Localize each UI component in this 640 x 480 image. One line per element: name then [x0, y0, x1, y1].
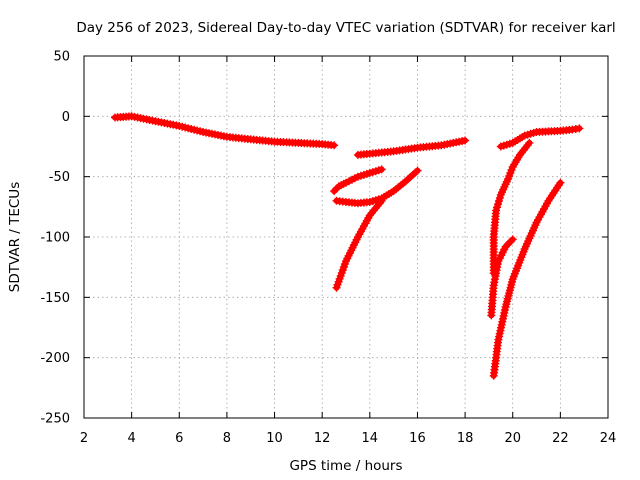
series-layer	[111, 112, 584, 380]
y-tick-label: -200	[40, 351, 70, 366]
series-track-4	[332, 196, 386, 292]
series-track-7	[487, 235, 517, 320]
x-tick-label: 6	[175, 431, 183, 446]
data-point-marker	[556, 178, 565, 187]
series-track-5	[353, 136, 470, 159]
data-point-marker	[575, 124, 584, 133]
x-tick-label: 22	[552, 431, 569, 446]
x-tick-label: 10	[266, 431, 283, 446]
x-tick-label: 24	[600, 431, 617, 446]
series-band	[490, 179, 564, 379]
y-tick-label: -50	[49, 170, 70, 185]
series-track-1	[111, 112, 339, 150]
series-track-9	[496, 124, 584, 151]
series-track-6	[489, 138, 534, 278]
y-tick-label: -150	[40, 291, 70, 306]
x-tick-label: 18	[457, 431, 474, 446]
y-tick-label: 50	[53, 50, 70, 65]
x-axis-label: GPS time / hours	[289, 458, 402, 474]
x-tick-label: 16	[409, 431, 426, 446]
data-point-marker	[508, 235, 517, 244]
x-tick-label: 8	[223, 431, 231, 446]
series-band	[333, 197, 385, 291]
chart-title: Day 256 of 2023, Sidereal Day-to-day VTE…	[76, 20, 615, 36]
data-point-marker	[413, 166, 422, 175]
x-tick-label: 20	[504, 431, 521, 446]
data-point-marker	[377, 196, 386, 205]
data-point-marker	[461, 136, 470, 145]
x-tick-label: 2	[80, 431, 88, 446]
series-track-2	[330, 165, 386, 196]
tick-layer	[83, 55, 609, 419]
series-track-8	[489, 178, 565, 380]
tick-label-layer: 2 4 6 8 10 12 14 16 18 20 22 24-250-200-150-100-500…	[40, 50, 616, 447]
x-tick-label: 12	[314, 431, 331, 446]
data-point-marker	[330, 141, 339, 150]
y-tick-label: -250	[40, 412, 70, 427]
series-track-3	[332, 166, 422, 208]
y-tick-label: 0	[62, 110, 70, 125]
y-tick-label: -100	[40, 231, 70, 246]
data-point-marker	[377, 165, 386, 174]
data-point-marker	[525, 138, 534, 147]
y-axis-label: SDTVAR / TECUs	[7, 182, 23, 292]
x-tick-label: 14	[362, 431, 379, 446]
x-tick-label: 4	[127, 431, 135, 446]
